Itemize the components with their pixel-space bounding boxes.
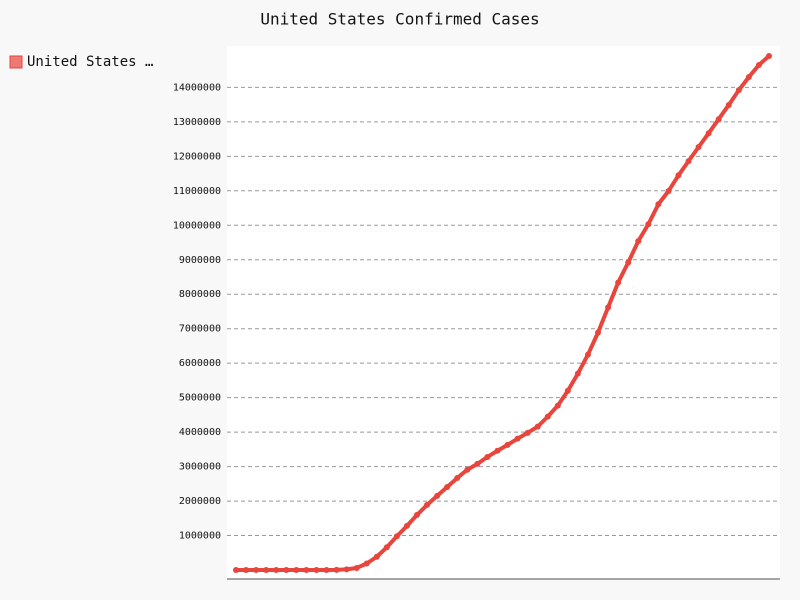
data-point bbox=[393, 533, 400, 540]
data-point bbox=[715, 116, 722, 123]
y-tick-label: 7000000 bbox=[179, 324, 221, 335]
data-point bbox=[323, 566, 330, 573]
data-point bbox=[293, 567, 300, 574]
data-point bbox=[534, 423, 541, 430]
data-point bbox=[434, 492, 441, 499]
data-point bbox=[584, 351, 591, 358]
y-tick-label: 4000000 bbox=[179, 427, 221, 438]
data-point bbox=[283, 567, 290, 574]
data-point bbox=[494, 447, 501, 454]
data-point bbox=[766, 52, 772, 59]
data-point bbox=[564, 387, 571, 394]
legend-label: United States … bbox=[27, 54, 153, 70]
data-point bbox=[363, 560, 370, 567]
data-point bbox=[303, 567, 310, 574]
y-tick-label: 10000000 bbox=[173, 220, 221, 231]
data-point bbox=[504, 441, 511, 448]
y-tick-label: 8000000 bbox=[179, 289, 221, 300]
data-point bbox=[353, 564, 360, 571]
data-point bbox=[233, 567, 239, 574]
data-point bbox=[725, 101, 732, 108]
y-tick-label: 9000000 bbox=[179, 255, 221, 266]
plot-area bbox=[227, 46, 780, 579]
data-point bbox=[685, 158, 692, 165]
data-point bbox=[755, 61, 762, 68]
data-point bbox=[745, 74, 752, 81]
data-point bbox=[514, 435, 521, 442]
data-point bbox=[615, 279, 622, 286]
data-point bbox=[474, 460, 481, 467]
data-point bbox=[273, 567, 280, 574]
data-point bbox=[595, 329, 602, 336]
y-tick-label: 14000000 bbox=[173, 82, 221, 93]
data-point bbox=[554, 402, 561, 409]
data-point bbox=[544, 413, 551, 420]
y-tick-label: 13000000 bbox=[173, 117, 221, 128]
data-point bbox=[625, 259, 632, 266]
data-point bbox=[454, 474, 461, 481]
data-point bbox=[383, 544, 390, 551]
chart-title: United States Confirmed Cases bbox=[260, 10, 539, 29]
data-point bbox=[373, 553, 380, 560]
data-point bbox=[403, 522, 410, 529]
data-point bbox=[665, 188, 672, 195]
data-point bbox=[705, 130, 712, 137]
y-tick-label: 12000000 bbox=[173, 151, 221, 162]
legend-swatch bbox=[9, 55, 23, 69]
data-point bbox=[524, 429, 531, 436]
data-point bbox=[635, 238, 642, 245]
data-point bbox=[263, 567, 270, 574]
y-tick-label: 2000000 bbox=[179, 496, 221, 507]
data-point bbox=[695, 144, 702, 151]
y-tick-label: 11000000 bbox=[173, 186, 221, 197]
data-point bbox=[333, 566, 340, 573]
data-point bbox=[655, 201, 662, 208]
data-point bbox=[414, 511, 421, 518]
data-point bbox=[313, 567, 320, 574]
data-point bbox=[424, 501, 431, 508]
data-point bbox=[645, 221, 652, 228]
data-point bbox=[253, 567, 260, 574]
data-point bbox=[444, 483, 451, 490]
data-point bbox=[484, 453, 491, 460]
data-point bbox=[343, 566, 350, 573]
y-tick-label: 5000000 bbox=[179, 393, 221, 404]
data-point bbox=[243, 567, 250, 574]
data-point bbox=[735, 87, 742, 94]
data-point bbox=[464, 466, 471, 473]
y-tick-label: 6000000 bbox=[179, 358, 221, 369]
data-point bbox=[675, 172, 682, 179]
data-point bbox=[605, 304, 612, 311]
y-tick-label: 1000000 bbox=[179, 531, 221, 542]
data-point bbox=[574, 370, 581, 377]
y-tick-label: 3000000 bbox=[179, 462, 221, 473]
